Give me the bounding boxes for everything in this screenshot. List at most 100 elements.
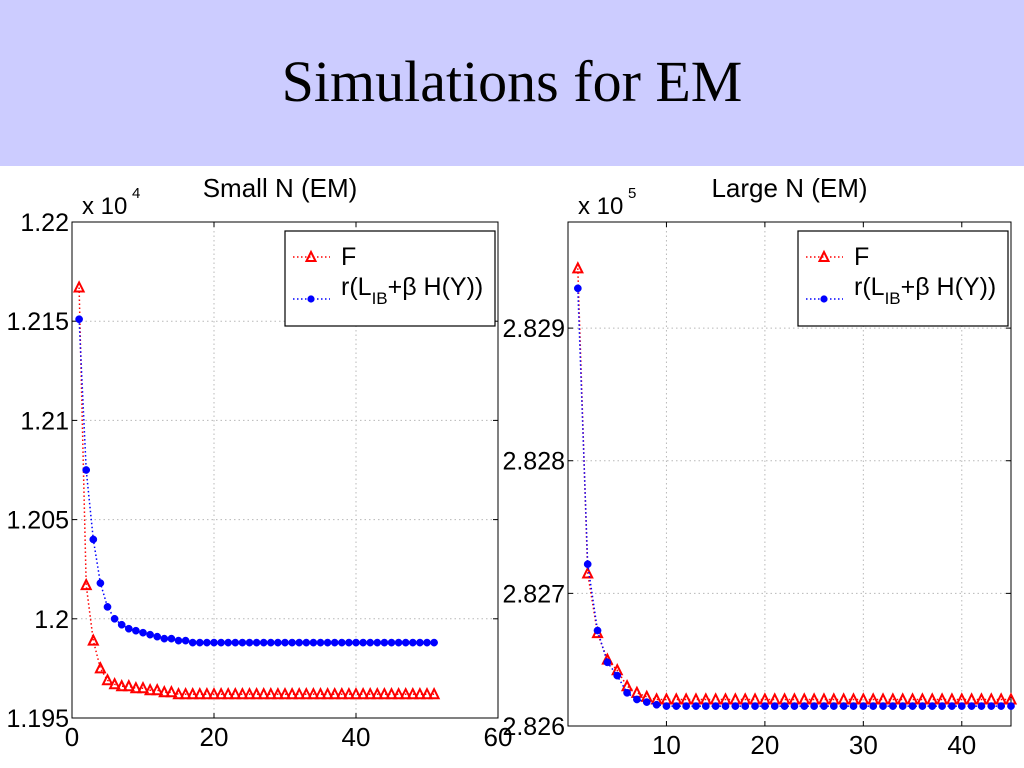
data-point-r bbox=[908, 702, 917, 710]
data-point-r bbox=[288, 638, 296, 647]
data-point-r bbox=[224, 638, 233, 647]
data-point-r bbox=[75, 315, 83, 324]
data-point-f bbox=[186, 686, 199, 700]
data-point-f bbox=[271, 686, 285, 700]
data-point-r bbox=[188, 638, 197, 647]
data-point-r bbox=[323, 638, 332, 647]
data-point-f bbox=[278, 686, 292, 700]
axis-multiplier-exponent: 5 bbox=[628, 185, 636, 202]
slide-title: Simulations for EM bbox=[281, 49, 743, 114]
data-point-f bbox=[136, 681, 150, 694]
legend-box bbox=[797, 230, 1009, 327]
series-f bbox=[72, 280, 441, 700]
data-point-r bbox=[1007, 702, 1015, 710]
data-point-r bbox=[316, 638, 325, 647]
data-point-r bbox=[302, 638, 311, 647]
data-point-r bbox=[721, 702, 730, 710]
data-point-r bbox=[330, 638, 339, 647]
data-point-r bbox=[373, 638, 382, 647]
data-point-f bbox=[193, 686, 206, 700]
data-point-r bbox=[266, 638, 275, 647]
data-point-f bbox=[571, 261, 584, 274]
y-tick-label: 2.827 bbox=[502, 580, 565, 608]
data-point-f bbox=[222, 686, 235, 700]
data-point-f bbox=[72, 280, 86, 293]
data-point-r bbox=[849, 702, 858, 710]
x-tick-label: 30 bbox=[849, 730, 878, 760]
data-point-r bbox=[701, 702, 710, 710]
axis-multiplier: x 10 bbox=[82, 193, 127, 220]
data-point-r bbox=[167, 634, 176, 643]
data-point-f bbox=[427, 686, 441, 700]
data-point-f bbox=[250, 686, 263, 700]
data-point-r bbox=[380, 638, 389, 647]
x-tick-label: 40 bbox=[947, 730, 976, 760]
data-point-r bbox=[309, 638, 318, 647]
data-point-r bbox=[423, 638, 431, 647]
data-point-r bbox=[281, 638, 289, 647]
legend: Fr(LIB+β H(Y)) bbox=[284, 230, 496, 327]
x-tick-label: 60 bbox=[484, 722, 513, 752]
x-tick-label: 20 bbox=[750, 730, 779, 760]
y-tick-label: 1.215 bbox=[6, 308, 69, 336]
legend-marker-f bbox=[817, 249, 831, 262]
y-tick-label: 1.22 bbox=[20, 209, 69, 237]
x-tick-label: 40 bbox=[342, 722, 371, 752]
data-point-r bbox=[997, 702, 1006, 710]
data-point-r bbox=[238, 638, 247, 647]
data-point-r bbox=[918, 702, 927, 710]
series-r bbox=[75, 315, 438, 647]
data-point-f bbox=[378, 686, 391, 700]
data-point-r bbox=[662, 702, 671, 710]
legend-label-f: F bbox=[341, 243, 356, 271]
data-point-r bbox=[337, 638, 346, 647]
y-tick-label: 1.2 bbox=[34, 606, 69, 634]
data-point-f bbox=[364, 686, 377, 700]
data-point-r bbox=[751, 702, 759, 710]
data-point-f bbox=[293, 686, 306, 700]
data-point-f bbox=[207, 686, 221, 700]
plot-frame bbox=[567, 221, 1012, 727]
data-point-r bbox=[401, 638, 410, 647]
data-point-f bbox=[349, 686, 363, 700]
data-point-r bbox=[153, 632, 162, 641]
y-tick-label: 1.195 bbox=[6, 705, 69, 733]
data-point-f bbox=[214, 686, 228, 700]
data-point-r bbox=[139, 628, 147, 637]
data-point-f bbox=[314, 686, 327, 700]
data-point-r bbox=[124, 624, 133, 633]
data-point-r bbox=[345, 638, 353, 647]
data-point-r bbox=[245, 638, 254, 647]
y-tick-label: 1.205 bbox=[6, 507, 69, 535]
data-point-r bbox=[780, 702, 789, 710]
data-point-f bbox=[321, 686, 334, 700]
data-point-r bbox=[217, 638, 225, 647]
data-point-r bbox=[859, 702, 868, 710]
data-point-f bbox=[179, 686, 192, 700]
data-point-f bbox=[420, 686, 434, 700]
legend-label-r: r(LIB+β H(Y)) bbox=[341, 273, 483, 308]
data-point-r bbox=[573, 284, 582, 293]
legend-label-r: r(LIB+β H(Y)) bbox=[854, 273, 996, 308]
legend: Fr(LIB+β H(Y)) bbox=[797, 230, 1009, 327]
series-r bbox=[573, 284, 1015, 710]
data-point-r bbox=[146, 630, 154, 639]
data-point-f bbox=[257, 686, 270, 700]
data-point-r bbox=[770, 702, 779, 710]
data-point-r bbox=[869, 702, 878, 710]
data-point-r bbox=[195, 638, 204, 647]
legend-marker-r bbox=[307, 295, 315, 303]
data-point-f bbox=[342, 686, 356, 700]
chart-title: Small N (EM) bbox=[203, 173, 358, 203]
title-band bbox=[0, 0, 1024, 166]
data-point-f bbox=[335, 686, 348, 700]
data-point-r bbox=[613, 671, 622, 680]
data-point-r bbox=[790, 702, 799, 710]
data-point-r bbox=[387, 638, 396, 647]
data-point-r bbox=[948, 702, 956, 710]
data-point-f bbox=[129, 681, 143, 694]
data-point-r bbox=[593, 626, 602, 635]
data-point-r bbox=[642, 698, 651, 706]
data-point-f bbox=[108, 677, 121, 690]
data-point-f bbox=[151, 682, 164, 696]
